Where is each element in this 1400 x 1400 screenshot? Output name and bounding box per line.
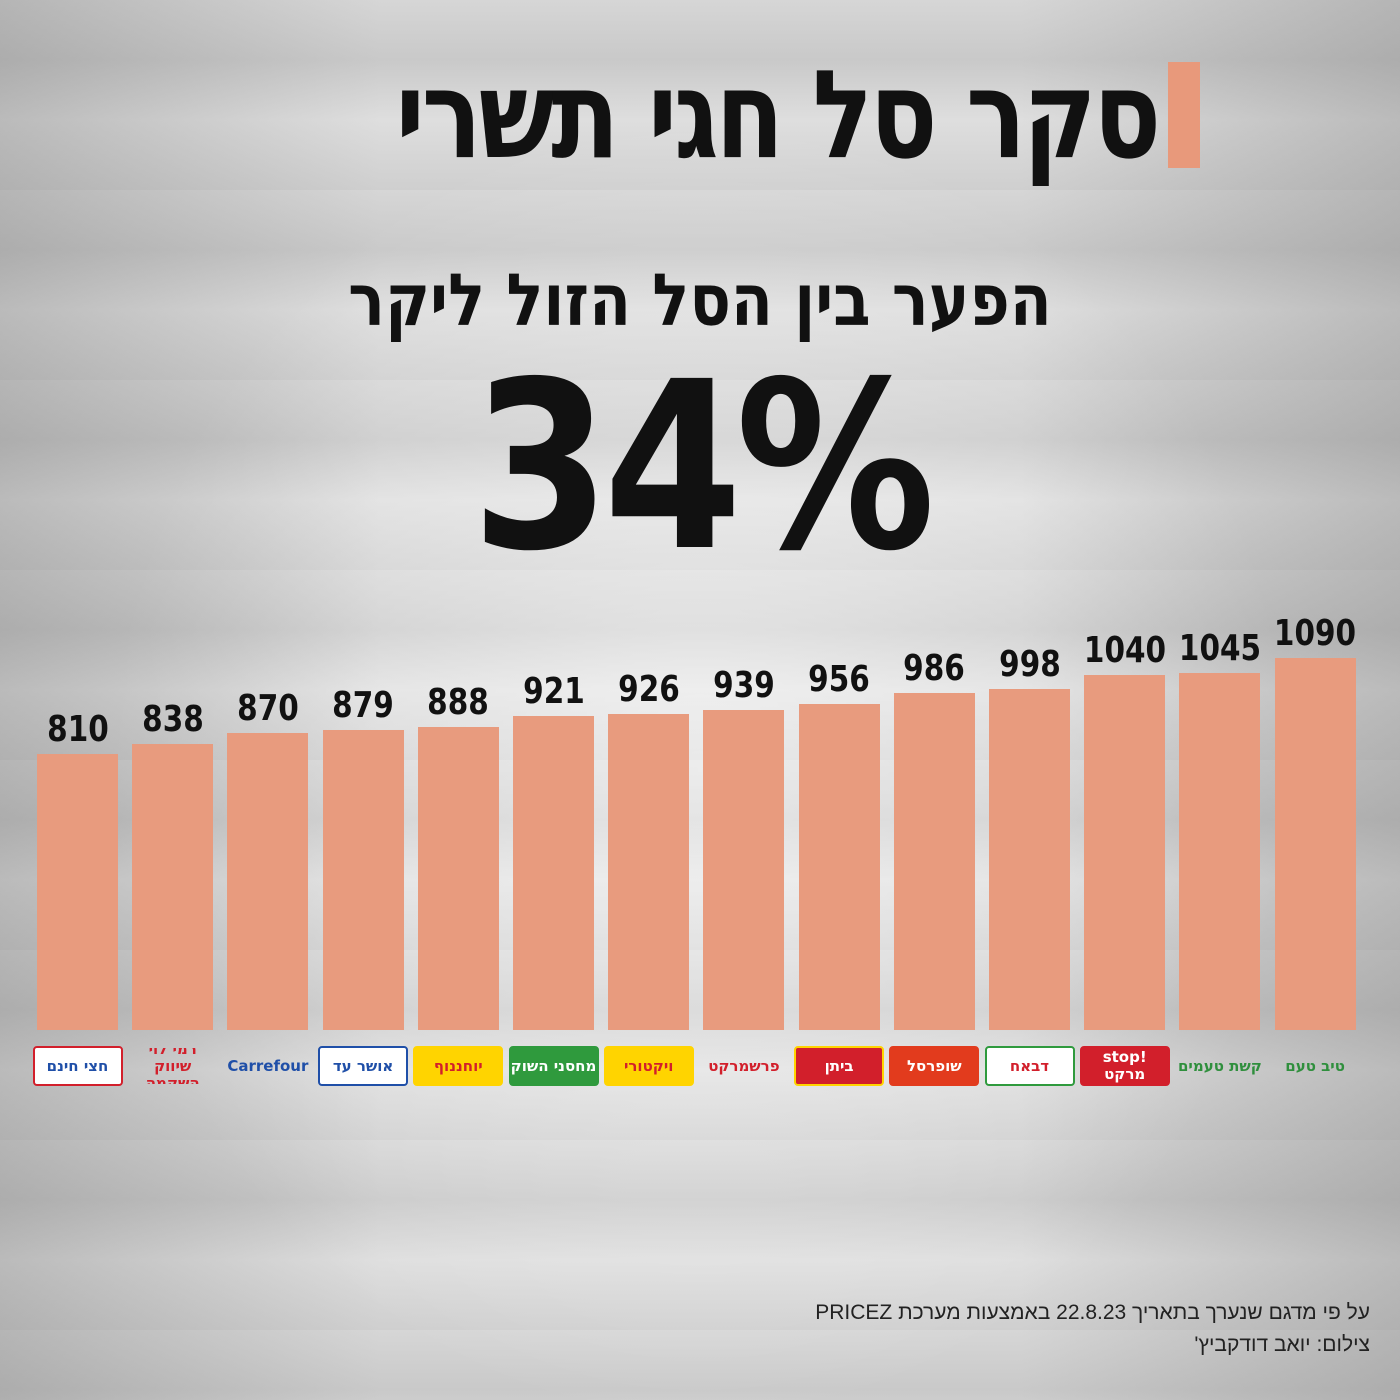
store-logo: יוחננוף [413,1046,504,1086]
store-logo: דבאח [984,1046,1075,1086]
bar-chart: 810 חצי חינם 838 רמי לוי שיווק השקמה 870 Carr… [0,590,1400,1110]
store-logo: ויקטורי [603,1046,694,1086]
chart-subtitle: הפער בין הסל הזול ליקר [348,258,1052,342]
store-logo: שופרסל [889,1046,980,1086]
background-shelf-left [0,0,380,1400]
source-note: על פי מדגם שנערך בתאריך 22.8.23 באמצעות … [815,1301,1370,1324]
bar-10 [893,693,975,1030]
bar-2 [132,744,214,1030]
bar-value-label: 1040 [1083,630,1166,672]
highlight-percentage: 34% [471,332,936,602]
store-logo: Carrefour [227,1056,309,1075]
bar-value-label: 1045 [1178,628,1261,670]
store-logo: ביתן [794,1046,885,1086]
bar-value-label: 838 [141,699,204,740]
store-logo: קשת טעמים [1177,1056,1262,1075]
bar-value-label: 956 [808,658,870,700]
bar-6 [513,715,594,1030]
bar-9 [798,703,880,1030]
bar-7 [608,713,690,1030]
bar-value-label: 939 [713,664,775,706]
footer: על פי מדגם שנערך בתאריך 22.8.23 באמצעות … [670,1297,1370,1361]
bar-value-label: 986 [903,648,966,690]
bar-11 [989,689,1070,1030]
bar-12 [1084,675,1166,1030]
bar-value-label: 921 [522,670,585,712]
bar-value-label: 926 [617,668,680,710]
store-logo: פרשמרקט [708,1056,780,1075]
bar-14 [1274,658,1356,1030]
store-logo: מחסני השוק [508,1046,599,1086]
bar-value-label: 1090 [1274,613,1357,654]
bar-8 [703,709,785,1030]
store-logo: טיב טעם [1285,1056,1345,1075]
store-logo: חצי חינם [32,1046,123,1086]
store-logo: אושר עד [318,1046,409,1086]
bar-value-label: 870 [237,688,299,730]
photo-credit: צילום: יואב דודקביץ' [1194,1333,1370,1356]
store-logo: stop! מרקט [1079,1046,1170,1086]
bar-value-label: 888 [427,681,490,723]
bar-value-label: 998 [998,644,1061,686]
bar-5 [417,726,499,1030]
bar-value-label: 810 [46,708,109,750]
store-logo: רמי לוי שיווק השקמה [145,1046,200,1086]
bar-3 [227,733,309,1030]
bar-4 [322,730,404,1030]
bar-1 [37,753,118,1030]
bar-13 [1179,673,1261,1030]
bar-value-label: 879 [332,685,394,726]
chart-title: סקר סל חגי תשרי [395,44,1162,186]
title-accent-bar [1168,62,1200,168]
